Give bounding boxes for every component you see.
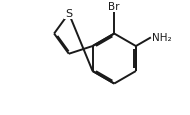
Text: S: S [65, 9, 72, 19]
Text: NH₂: NH₂ [152, 33, 171, 43]
Text: Br: Br [108, 2, 120, 12]
